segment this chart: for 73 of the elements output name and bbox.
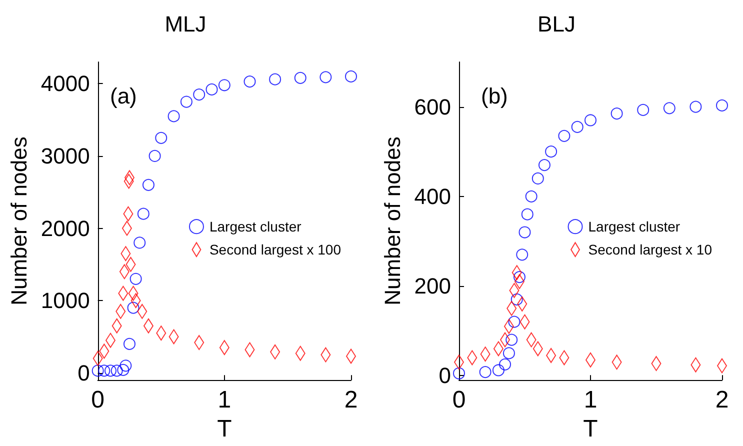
- point: [98, 364, 110, 377]
- point: [155, 132, 168, 144]
- point: [521, 208, 534, 220]
- y-tick-label: 200: [414, 274, 451, 299]
- point: [492, 364, 504, 376]
- point: [545, 146, 558, 158]
- point: [168, 110, 180, 122]
- point: [244, 76, 256, 88]
- y-tick-label: 0: [438, 363, 451, 388]
- point: [269, 73, 282, 86]
- x-axis-title: T: [217, 416, 232, 442]
- point: [479, 366, 492, 378]
- point: [148, 150, 161, 162]
- point: [716, 99, 728, 112]
- x-tick-label: 2: [344, 386, 358, 414]
- point: [206, 83, 218, 96]
- x-tick-label: 1: [218, 386, 232, 414]
- y-tick-label: 2000: [40, 216, 90, 241]
- point: [514, 271, 526, 284]
- y-axis-title: Number of nodes: [380, 136, 405, 306]
- point: [134, 236, 146, 249]
- point: [516, 248, 528, 261]
- point: [180, 96, 192, 108]
- point: [193, 88, 206, 101]
- point: [508, 316, 520, 328]
- legend-label: Second largest x 10: [588, 242, 712, 258]
- point: [142, 178, 154, 191]
- point: [584, 114, 596, 126]
- point: [345, 70, 357, 82]
- point: [453, 367, 465, 380]
- point: [525, 190, 538, 202]
- point: [663, 102, 676, 114]
- legend-label: Second largest x 100: [209, 242, 342, 258]
- y-tick-label: 400: [414, 184, 451, 209]
- y-tick-label: 0: [78, 360, 90, 386]
- point: [499, 358, 512, 370]
- point: [510, 293, 523, 306]
- x-tick-label: 1: [584, 386, 598, 414]
- y-tick-label: 4000: [40, 71, 90, 96]
- y-tick-label: 600: [414, 94, 451, 120]
- point: [117, 364, 130, 376]
- chart-title: MLJ: [164, 12, 206, 36]
- point: [610, 108, 623, 120]
- point: [538, 159, 550, 172]
- point: [532, 172, 544, 184]
- annotation: (b): [481, 84, 508, 108]
- point: [502, 347, 515, 360]
- legend-label: Largest cluster: [588, 218, 680, 235]
- chart-title: BLJ: [538, 12, 576, 36]
- point: [571, 120, 584, 133]
- y-tick-label: 3000: [40, 143, 90, 168]
- y-axis-title: Number of nodes: [6, 136, 32, 306]
- point: [110, 364, 123, 377]
- point: [120, 360, 132, 372]
- legend-label: Largest cluster: [209, 218, 302, 235]
- point: [637, 104, 650, 116]
- point: [218, 79, 230, 92]
- x-axis-title: T: [583, 416, 598, 442]
- point: [320, 71, 332, 84]
- x-tick-label: 2: [715, 386, 729, 414]
- point: [506, 334, 518, 346]
- point: [124, 338, 136, 350]
- point: [690, 100, 702, 113]
- point: [294, 72, 306, 84]
- point: [558, 130, 570, 142]
- point: [130, 272, 142, 285]
- annotation: (a): [110, 84, 137, 108]
- point: [518, 226, 531, 238]
- point: [137, 208, 150, 220]
- point: [92, 364, 104, 377]
- point: [104, 364, 116, 377]
- point: [127, 302, 140, 314]
- y-tick-label: 1000: [40, 288, 90, 314]
